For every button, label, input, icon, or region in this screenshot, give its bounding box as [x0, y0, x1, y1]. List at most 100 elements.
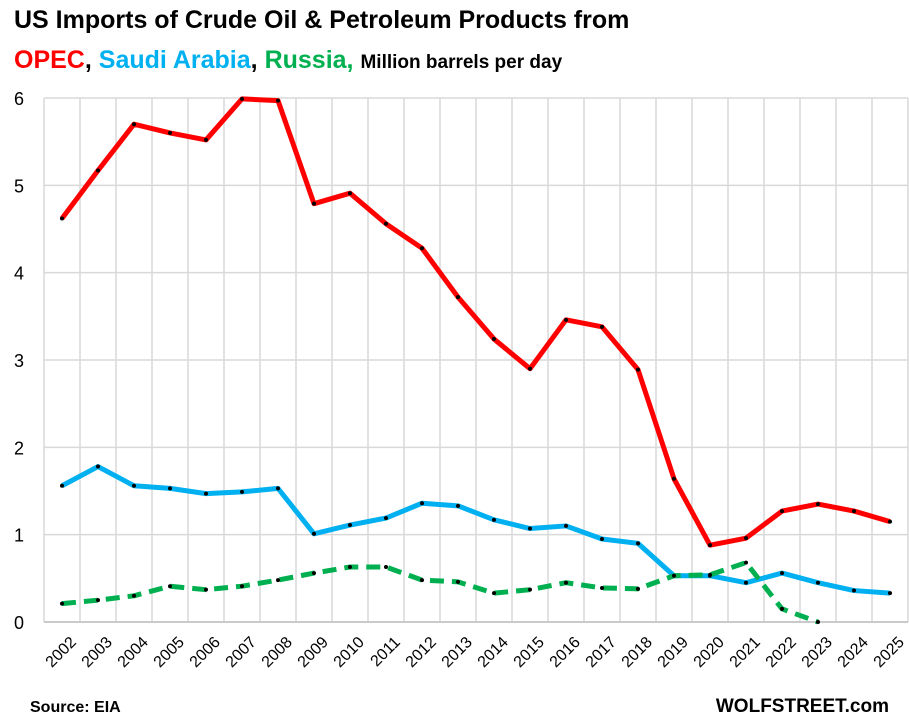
x-tick-label: 2019: [655, 634, 692, 671]
y-tick-label: 1: [14, 526, 24, 546]
data-point-saudi-arabia: [744, 580, 748, 585]
x-tick-label: 2023: [799, 634, 836, 671]
x-tick-label: 2024: [835, 634, 872, 671]
data-point-russia: [348, 564, 352, 569]
x-tick-label: 2013: [439, 634, 476, 671]
data-point-saudi-arabia: [312, 531, 316, 536]
data-point-opec: [816, 502, 820, 507]
legend-russia: Russia,: [264, 46, 354, 74]
x-tick-label: 2003: [79, 634, 116, 671]
x-tick-label: 2002: [43, 634, 80, 671]
data-point-saudi-arabia: [780, 571, 784, 576]
x-tick-label: 2012: [403, 634, 440, 671]
data-point-russia: [708, 572, 712, 577]
data-point-russia: [672, 573, 676, 578]
data-point-russia: [60, 601, 64, 606]
data-point-opec: [420, 246, 424, 251]
data-point-saudi-arabia: [492, 517, 496, 522]
x-tick-label: 2020: [691, 634, 728, 671]
x-tick-label: 2008: [259, 634, 296, 671]
data-point-russia: [780, 606, 784, 611]
x-tick-label: 2016: [547, 634, 584, 671]
x-tick-label: 2018: [619, 634, 656, 671]
data-point-opec: [96, 168, 100, 173]
legend-saudi: Saudi Arabia: [98, 46, 251, 74]
data-point-russia: [420, 578, 424, 583]
x-tick-label: 2011: [368, 634, 404, 670]
data-point-saudi-arabia: [888, 591, 892, 596]
data-point-russia: [600, 585, 604, 590]
y-tick-label: 4: [14, 264, 24, 284]
data-point-opec: [672, 476, 676, 481]
data-point-opec: [168, 130, 172, 135]
data-point-opec: [744, 536, 748, 541]
data-point-saudi-arabia: [384, 516, 388, 521]
x-tick-label: 2021: [727, 634, 764, 671]
data-point-opec: [564, 317, 568, 322]
data-point-saudi-arabia: [852, 588, 856, 593]
series-line-saudi-arabia: [60, 464, 891, 596]
data-point-opec: [852, 509, 856, 514]
source-note: Source: EIA: [30, 699, 121, 716]
data-point-russia: [528, 587, 532, 592]
data-point-opec: [636, 367, 640, 372]
series-line-russia: [61, 560, 819, 625]
x-tick-label: 2004: [115, 634, 152, 671]
data-point-opec: [708, 543, 712, 548]
data-point-saudi-arabia: [420, 501, 424, 506]
x-tick-label: 2022: [763, 634, 800, 671]
x-tick-label: 2025: [871, 634, 908, 671]
y-tick-label: 3: [14, 351, 24, 371]
data-point-russia: [384, 564, 388, 569]
data-point-saudi-arabia: [456, 503, 460, 508]
data-point-saudi-arabia: [348, 523, 352, 528]
data-point-opec: [780, 509, 784, 514]
data-point-russia: [204, 587, 208, 592]
chart-title: US Imports of Crude Oil & Petroleum Prod…: [14, 6, 630, 34]
y-tick-label: 5: [14, 176, 24, 196]
x-tick-label: 2010: [331, 634, 368, 671]
x-tick-label: 2005: [151, 634, 188, 671]
data-point-saudi-arabia: [600, 537, 604, 542]
data-point-opec: [384, 221, 388, 226]
data-point-russia: [744, 560, 748, 565]
data-point-saudi-arabia: [528, 526, 532, 531]
data-point-opec: [132, 122, 136, 127]
data-point-opec: [204, 137, 208, 142]
data-point-saudi-arabia: [276, 486, 280, 491]
data-point-russia: [636, 586, 640, 591]
data-point-russia: [240, 584, 244, 589]
series-line-opec: [59, 96, 891, 548]
separator: ,: [250, 46, 258, 74]
data-point-opec: [348, 191, 352, 196]
data-point-russia: [816, 620, 820, 624]
x-tick-label: 2009: [295, 634, 332, 671]
units-label: Million barrels per day: [360, 52, 563, 73]
data-point-russia: [312, 571, 316, 576]
data-point-saudi-arabia: [60, 483, 64, 488]
data-point-opec: [60, 216, 64, 221]
x-tick-label: 2006: [187, 634, 224, 671]
data-point-opec: [492, 337, 496, 342]
data-point-russia: [564, 580, 568, 585]
x-tick-label: 2014: [475, 634, 512, 671]
x-tick-label: 2017: [583, 634, 620, 671]
x-tick-label: 2015: [511, 634, 548, 671]
data-point-opec: [276, 98, 280, 103]
separator: ,: [84, 46, 92, 74]
data-point-russia: [456, 579, 460, 584]
x-tick-label: 2007: [223, 634, 260, 671]
data-point-russia: [168, 584, 172, 589]
y-tick-label: 2: [14, 438, 24, 458]
data-point-saudi-arabia: [636, 541, 640, 546]
data-point-saudi-arabia: [168, 486, 172, 491]
brand-label: WOLFSTREET.com: [715, 696, 889, 717]
data-point-russia: [132, 593, 136, 598]
data-point-saudi-arabia: [132, 483, 136, 488]
data-point-opec: [312, 201, 316, 206]
data-point-saudi-arabia: [240, 489, 244, 494]
legend-opec: OPEC: [14, 46, 85, 74]
data-point-russia: [492, 591, 496, 596]
y-tick-label: 0: [14, 613, 24, 633]
